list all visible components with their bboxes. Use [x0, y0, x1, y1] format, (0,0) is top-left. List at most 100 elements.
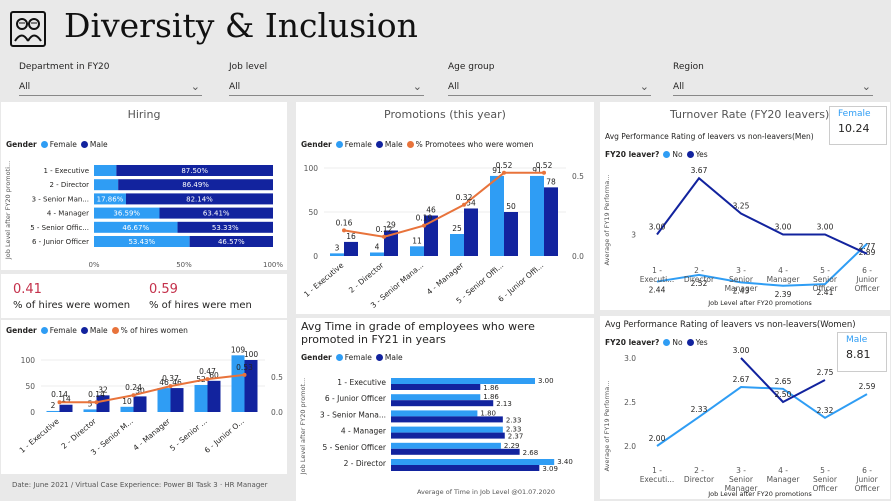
perf-men-legend: FY20 leaver? No Yes	[605, 150, 708, 159]
hiring-label-male: 46.57%	[218, 238, 245, 246]
turnover-card: Turnover Rate (FY20 leavers) Avg Perform…	[600, 102, 890, 310]
hiring-category-label: 4 - Manager	[47, 210, 89, 218]
x-category-label: Junior	[855, 275, 878, 284]
tooltip-female-value: 10.24	[838, 122, 870, 135]
line-data-label: 2.67	[733, 375, 750, 384]
line-data-label: 2.52	[691, 279, 708, 288]
x-category-label: Director	[684, 275, 715, 284]
legend-pct-promo: % Promotees who were women	[415, 140, 534, 149]
legend-title: FY20 leaver?	[605, 338, 660, 347]
line-pct	[343, 171, 544, 238]
line-data-label: 2.59	[859, 382, 876, 391]
avgtime-bar-male	[391, 384, 481, 390]
y2-tick: 0.5	[572, 172, 584, 181]
legend-female: Female	[49, 326, 77, 335]
bar-female	[410, 246, 424, 256]
filter-agegroup-select[interactable]: All ⌄	[448, 79, 651, 96]
filter-region-select[interactable]: All ⌄	[673, 79, 873, 96]
data-label-male: 46	[426, 206, 436, 215]
avgtime-bar-female	[391, 378, 535, 384]
hiring-label-male: 53.33%	[212, 224, 239, 232]
avgtime-label-female: 2.33	[506, 426, 522, 434]
tooltip-male-label: Male	[846, 335, 868, 345]
bar-female	[370, 252, 384, 256]
x-category-label: Senior	[813, 475, 838, 484]
header-bar	[0, 0, 891, 56]
line-label: 0.47	[199, 367, 216, 376]
bar-female	[194, 384, 208, 412]
hiring-bar-female	[94, 179, 119, 191]
y-tick: 3.0	[624, 354, 636, 363]
x-category-label: 5 -	[820, 266, 830, 275]
bar-male	[244, 360, 258, 412]
x-category-label: 2 -	[694, 266, 704, 275]
hiring-label-male: 87.50%	[181, 167, 208, 175]
bar-male	[170, 388, 184, 412]
line-point	[542, 170, 546, 175]
hiring-label-female: 46.67%	[122, 224, 149, 232]
y-tick: 0	[30, 408, 35, 417]
avgtime-label-male: 3.09	[542, 465, 558, 473]
data-label-male: 50	[506, 202, 516, 211]
filter-joblevel-select[interactable]: All ⌄	[229, 79, 424, 96]
line-label: 0.24	[125, 383, 142, 392]
y-tick: 100	[21, 356, 36, 365]
avgtime-label-female: 3.40	[557, 458, 573, 466]
avgtime-bar-male	[391, 400, 494, 407]
data-label-female: 3	[335, 243, 340, 252]
line-point	[57, 400, 62, 405]
tooltip-male-value: 8.81	[846, 348, 871, 361]
perf-women-line-chart: Average of FY19 Performa... 2.0 2.5 3.0 2.00…	[603, 346, 880, 498]
legend-yes: Yes	[695, 338, 708, 347]
line-data-label: 3.25	[733, 202, 750, 211]
line-data-label: 2.44	[649, 286, 666, 295]
bar-female	[330, 253, 344, 256]
hiring-bar-female	[94, 236, 190, 247]
x-category-label: Officer	[813, 484, 839, 493]
data-label-male: 29	[386, 220, 396, 229]
legend-title: Gender	[301, 140, 332, 149]
filter-department-select[interactable]: All ⌄	[19, 79, 202, 96]
line-label: 0.52	[536, 161, 553, 170]
data-label-female: 10	[122, 397, 132, 406]
x-category-label: 4 - Manager	[131, 416, 172, 452]
x-category-label: 2 - Director	[347, 260, 386, 295]
avgtime-category-label: 2 - Director	[344, 459, 387, 468]
line-data-label: 2.33	[691, 405, 708, 414]
line-data-label: 3.00	[775, 223, 792, 232]
x-category-label: 3 -	[736, 466, 746, 475]
y-tick: 100	[304, 164, 319, 173]
avgtime-label-female: 1.86	[483, 393, 499, 401]
line-label: 0.16	[336, 218, 353, 227]
x-category-label: 1 - Executive	[302, 260, 345, 298]
bar-male	[59, 404, 73, 412]
hiring-category-label: 5 - Senior Offic...	[30, 224, 89, 232]
legend-yes: Yes	[695, 150, 708, 159]
x-category-label: Manager	[767, 275, 801, 284]
avgtime-bar-male	[391, 448, 520, 455]
legend-title: Gender	[301, 353, 332, 362]
x-category-label: 5 -	[820, 466, 830, 475]
perf-women-subtitle: Avg Performance Rating of leavers vs non…	[605, 320, 856, 330]
avgtime-label-male: 2.68	[523, 449, 539, 457]
hiring-xtick-1: 50%	[176, 261, 192, 269]
data-label-male: 14	[61, 395, 71, 404]
avgtime-bar-male	[391, 465, 540, 471]
line-label: 0.19	[416, 214, 433, 223]
hiring-bar-male	[118, 179, 274, 191]
hiring-category-label: 1 - Executive	[43, 167, 89, 175]
line-data-label: 2.50	[775, 390, 792, 399]
hiring-card: Hiring Gender Female Male Job Level after …	[1, 102, 287, 270]
x-category-label: Senior	[729, 475, 754, 484]
avgtime-label-male: 2.37	[508, 433, 524, 441]
x-category-label: Senior	[813, 275, 838, 284]
line-point	[462, 202, 466, 207]
x-category-label: 6 -	[862, 266, 872, 275]
footer-note: Date: June 2021 / Virtual Case Experienc…	[12, 481, 268, 489]
legend-title: FY20 leaver?	[605, 150, 660, 159]
hiring-bar-male	[125, 193, 274, 205]
x-category-label: Executi...	[640, 275, 675, 284]
bar-female	[530, 175, 544, 256]
y-tick: 50	[308, 208, 318, 217]
y2-tick: 0.0	[271, 408, 283, 417]
